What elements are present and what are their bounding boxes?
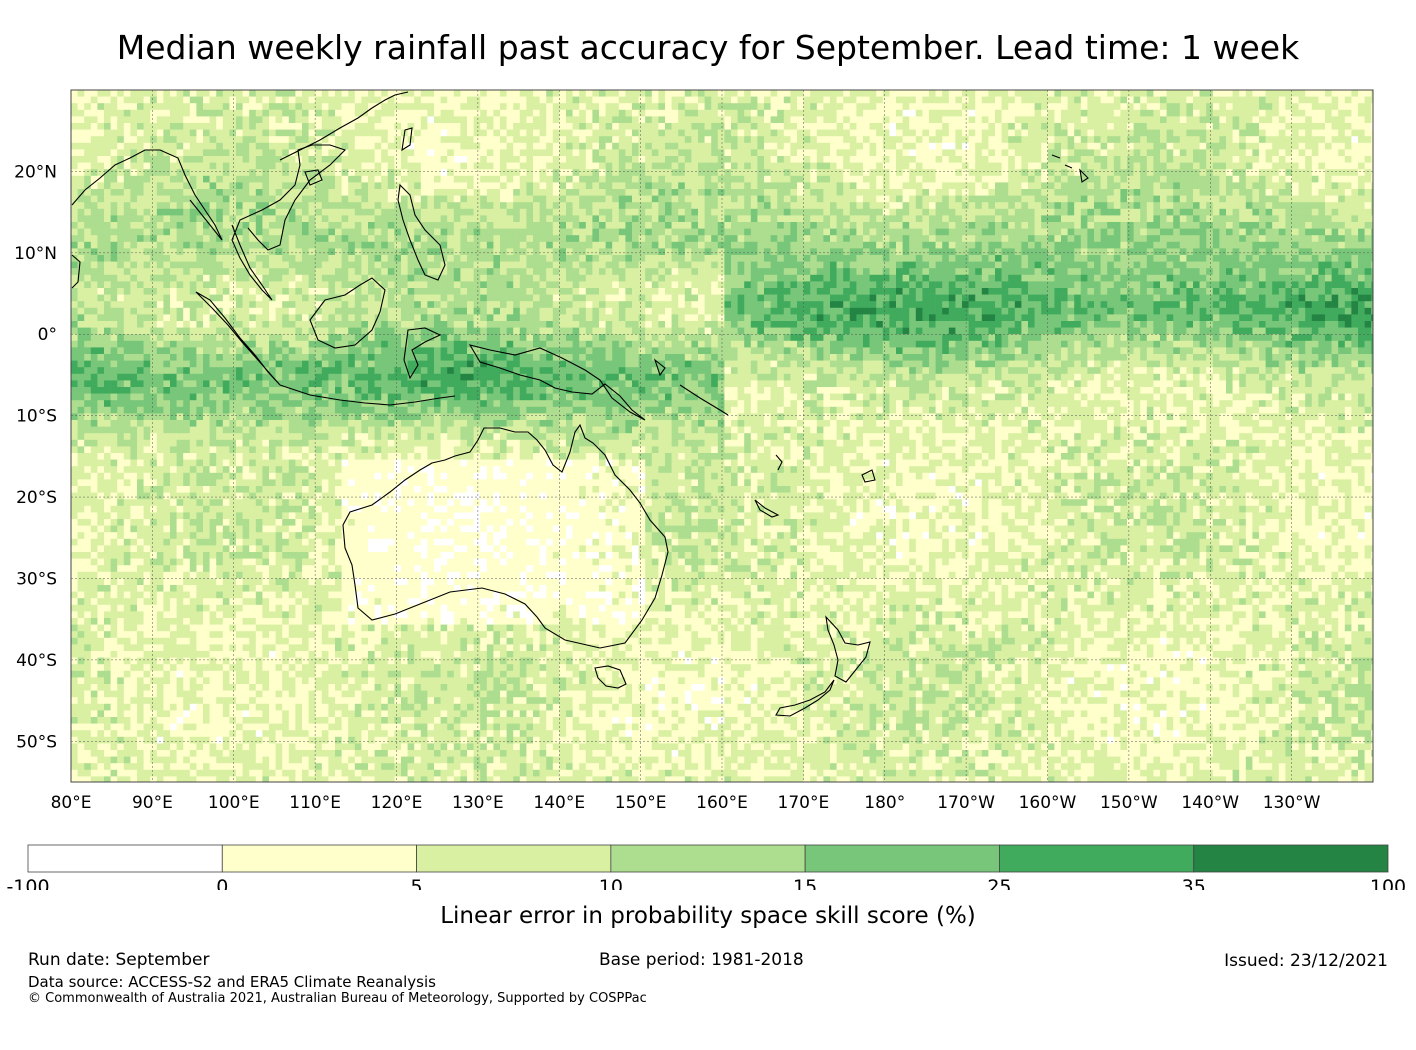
coastlines xyxy=(71,91,1089,717)
latitude-label: 10°S xyxy=(16,407,57,427)
coastline-india xyxy=(71,149,223,241)
colorbar-swatch xyxy=(999,844,1195,873)
colorbar-tick: 100 xyxy=(1370,876,1406,890)
coastline-nz-south xyxy=(775,679,835,717)
skill-score-grid xyxy=(71,90,1373,782)
colorbar-tick-labels: -100 0 5 10 15 25 35 100 xyxy=(6,876,1406,890)
issued-date: Issued: 23/12/2021 xyxy=(1224,951,1388,971)
colorbar-tick: 35 xyxy=(1182,876,1206,890)
latitude-label: 20°S xyxy=(16,488,57,508)
longitude-label: 170°W xyxy=(937,793,995,813)
colorbar-swatch xyxy=(804,844,1000,873)
chart-title: Median weekly rainfall past accuracy for… xyxy=(0,28,1416,67)
longitude-label: 150°W xyxy=(1100,793,1158,813)
coastline-sri-lanka xyxy=(71,254,81,289)
latitude-label: 0° xyxy=(38,325,57,345)
longitude-label: 140°E xyxy=(533,793,585,813)
coastline-tasmania xyxy=(594,665,627,689)
coastline-china xyxy=(279,91,409,161)
base-period: Base period: 1981-2018 xyxy=(599,950,804,970)
longitude-label: 90°E xyxy=(132,793,173,813)
graticule xyxy=(70,90,1373,782)
longitude-labels: 80°E 90°E 100°E 110°E 120°E 130°E 140°E 150°E 16… xyxy=(51,793,1321,813)
colorbar-tick: -100 xyxy=(6,876,49,890)
colorbar-tick: 15 xyxy=(793,876,817,890)
longitude-label: 140°W xyxy=(1181,793,1239,813)
colorbar-tick: 10 xyxy=(599,876,623,890)
coastline-taiwan xyxy=(401,127,413,152)
coastline-sulawesi xyxy=(403,327,442,380)
data-source: Data source: ACCESS-S2 and ERA5 Climate … xyxy=(28,973,436,991)
longitude-label: 120°E xyxy=(371,793,423,813)
colorbar-swatch xyxy=(610,844,806,873)
coastline-new-guinea xyxy=(468,344,646,421)
copyright: © Commonwealth of Australia 2021, Austra… xyxy=(28,991,647,1006)
coastline-hawaii xyxy=(1051,154,1089,183)
coastline-new-caledonia xyxy=(754,499,780,518)
colorbar-label: Linear error in probability space skill … xyxy=(0,903,1416,929)
map-svg: 80°E 90°E 100°E 110°E 120°E 130°E 140°E 150°E 16… xyxy=(14,89,1374,813)
latitude-label: 30°S xyxy=(16,569,57,589)
coastline-hainan xyxy=(304,169,323,186)
colorbar-swatch xyxy=(27,844,223,873)
coastline-nz-north xyxy=(825,615,871,683)
colorbar-tick: 5 xyxy=(411,876,423,890)
colorbar-swatch xyxy=(1193,844,1389,873)
map-panel: 80°E 90°E 100°E 110°E 120°E 130°E 140°E 150°E 16… xyxy=(14,89,1374,813)
longitude-label: 170°E xyxy=(778,793,830,813)
coastline-java xyxy=(279,384,456,406)
coastline-fiji xyxy=(861,469,876,483)
map-frame xyxy=(70,89,1374,783)
run-date: Run date: September xyxy=(28,950,209,970)
longitude-label: 150°E xyxy=(615,793,667,813)
coastline-australia xyxy=(342,423,669,649)
latitude-label: 10°N xyxy=(14,244,57,264)
coastline-vanuatu xyxy=(775,454,783,471)
longitude-label: 130°W xyxy=(1263,793,1321,813)
longitude-label: 160°E xyxy=(696,793,748,813)
longitude-label: 130°E xyxy=(452,793,504,813)
latitude-label: 50°S xyxy=(16,732,57,752)
longitude-label: 80°E xyxy=(51,793,92,813)
colorbar-tick: 25 xyxy=(987,876,1011,890)
latitude-labels: 20°N 10°N 0° 10°S 20°S 30°S 40°S 50°S xyxy=(14,162,57,752)
colorbar-swatches xyxy=(27,844,1389,873)
colorbar-tick: 0 xyxy=(216,876,228,890)
longitude-label: 100°E xyxy=(208,793,260,813)
latitude-label: 40°S xyxy=(16,651,57,671)
coastline-philippines xyxy=(397,183,446,281)
colorbar: -100 0 5 10 15 25 35 100 xyxy=(6,844,1406,890)
longitude-label: 160°W xyxy=(1019,793,1077,813)
longitude-label: 180° xyxy=(864,793,905,813)
coastline-solomons xyxy=(653,358,729,416)
latitude-label: 20°N xyxy=(14,162,57,182)
colorbar-swatch xyxy=(416,844,612,873)
colorbar-swatch xyxy=(221,844,417,873)
coastline-indochina xyxy=(231,144,347,301)
coastline-borneo xyxy=(309,277,386,349)
longitude-label: 110°E xyxy=(289,793,341,813)
